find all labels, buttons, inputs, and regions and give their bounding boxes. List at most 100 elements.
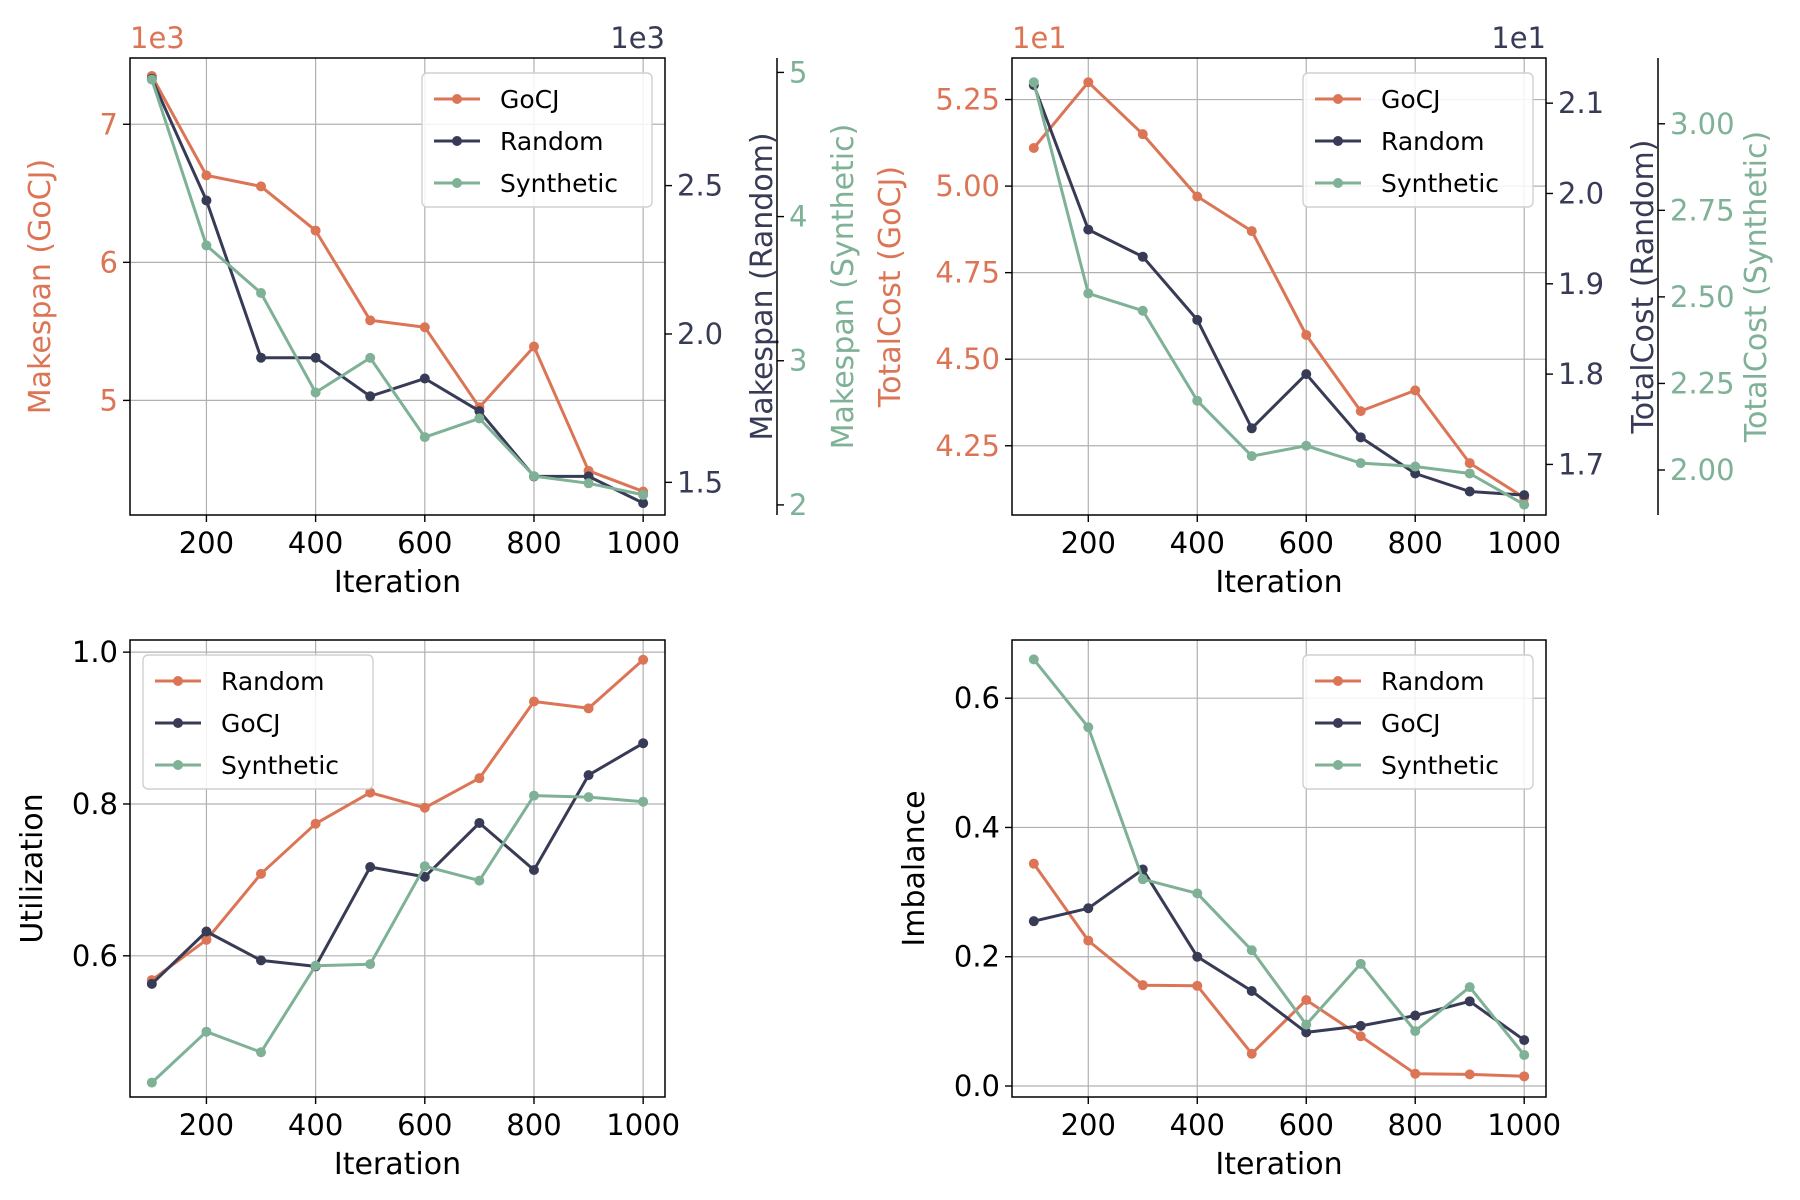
data-point-gocj [1355, 1020, 1366, 1031]
x-tick-label: 800 [506, 1108, 561, 1142]
y3-axis-label: TotalCost (Synthetic) [1739, 131, 1774, 443]
data-point-gocj [1246, 226, 1257, 237]
legend-box [421, 72, 653, 208]
x-tick-label: 200 [179, 526, 234, 560]
legend-label: GoCJ [1381, 709, 1441, 738]
x-axis-label: Iteration [1215, 565, 1342, 600]
data-point-synthetic [310, 387, 321, 398]
legend-label: GoCJ [221, 709, 281, 738]
legend-box [1302, 654, 1534, 790]
x-tick-label: 600 [397, 526, 452, 560]
data-point-synthetic [528, 790, 539, 801]
y-tick-label: 4.25 [935, 429, 1000, 463]
legend-marker [452, 94, 462, 104]
x-tick-label: 200 [1061, 526, 1116, 560]
x-tick-label: 400 [288, 526, 343, 560]
data-point-gocj [1301, 1027, 1312, 1038]
data-point-random [1083, 224, 1094, 235]
data-point-gocj [365, 861, 376, 872]
y-tick-label: 1.0 [72, 635, 118, 669]
series-line-random [150, 658, 645, 982]
x-tick-label: 400 [1170, 1108, 1225, 1142]
data-point-gocj [1028, 143, 1039, 154]
legend-marker [1333, 136, 1343, 146]
chart-imbalance: 200 400 600 800 1000 Iteration 0.0 0.2 0.4 0.6 Imb… [897, 639, 1561, 1182]
data-point-random [1519, 1071, 1530, 1082]
data-point-random [256, 868, 267, 879]
data-point-random [1246, 1048, 1257, 1059]
data-point-random [1192, 314, 1203, 325]
data-point-gocj [583, 770, 594, 781]
x-tick-label: 400 [1170, 526, 1225, 560]
legend-label: GoCJ [500, 85, 560, 114]
series-line-random [1032, 862, 1525, 1078]
series-line-random [150, 78, 644, 505]
data-point-synthetic [1301, 1019, 1312, 1030]
data-point-random [1083, 935, 1094, 946]
data-point-gocj [1464, 458, 1475, 469]
x-tick-label: 800 [506, 526, 561, 560]
data-point-synthetic [1519, 499, 1530, 510]
data-point-synthetic [1410, 461, 1421, 472]
data-point-synthetic [638, 489, 649, 500]
data-point-synthetic [365, 352, 376, 363]
series-line-gocj [150, 75, 644, 493]
data-point-random [310, 352, 321, 363]
y-axis-label: Utilization [15, 793, 50, 943]
data-point-gocj [419, 322, 430, 333]
data-point-synthetic [1028, 654, 1039, 665]
x-tick-label: 200 [179, 1108, 234, 1142]
data-point-gocj [528, 341, 539, 352]
x-axis-label: Iteration [1215, 1147, 1342, 1182]
data-point-gocj [528, 865, 539, 876]
x-tick-label: 1000 [1487, 1108, 1561, 1142]
data-point-synthetic [310, 960, 321, 971]
series-line-random [1032, 84, 1525, 497]
legend-marker [173, 760, 183, 770]
legend-box [1302, 72, 1534, 208]
data-point-synthetic [1355, 958, 1366, 969]
data-point-random [310, 818, 321, 829]
data-point-random [474, 406, 485, 417]
data-point-gocj [1464, 996, 1475, 1007]
x-tick-label: 800 [1388, 526, 1443, 560]
data-point-random [419, 802, 430, 813]
y2-axis-exponent: 1e1 [1491, 21, 1546, 55]
y3-tick-label: 2 [789, 488, 807, 522]
data-point-synthetic [201, 240, 212, 251]
legend-marker [173, 718, 183, 728]
data-point-synthetic [256, 287, 267, 298]
data-point-gocj [1028, 916, 1039, 927]
legend-label: Random [221, 667, 325, 696]
data-point-gocj [365, 315, 376, 326]
legend: GoCJ Random Synthetic [1302, 72, 1534, 208]
chart-makespan: 200 400 600 800 1000 Iteration 5 6 7 1e3 Makespan … [23, 21, 861, 600]
data-point-synthetic [146, 1077, 157, 1088]
y2-tick-label: 2.5 [677, 169, 723, 203]
data-point-random [528, 696, 539, 707]
y2-tick-label: 1.5 [677, 465, 723, 499]
y2-axis-exponent: 1e3 [610, 21, 665, 55]
data-point-random [1192, 980, 1203, 991]
data-point-gocj [201, 170, 212, 181]
legend-marker [1333, 94, 1343, 104]
data-point-gocj [310, 225, 321, 236]
y3-axis-label: Makespan (Synthetic) [826, 124, 861, 450]
series-line-synthetic [150, 794, 644, 1084]
data-point-synthetic [1028, 77, 1039, 88]
data-point-gocj [474, 817, 485, 828]
data-point-synthetic [528, 471, 539, 482]
data-point-synthetic [1464, 982, 1475, 993]
y3-tick-label: 3 [789, 344, 807, 378]
data-point-random [256, 352, 267, 363]
chart-totalcost: 200 400 600 800 1000 Iteration 4.25 4.50 4.75 5.0… [873, 21, 1774, 600]
y-axis-label: TotalCost (GoCJ) [873, 166, 908, 408]
data-point-synthetic [1246, 945, 1257, 956]
legend-label: Random [1381, 127, 1485, 156]
data-point-synthetic [1464, 468, 1475, 479]
data-point-random [1410, 1068, 1421, 1079]
x-tick-label: 800 [1388, 1108, 1443, 1142]
data-point-random [583, 471, 594, 482]
data-point-random [419, 373, 430, 384]
